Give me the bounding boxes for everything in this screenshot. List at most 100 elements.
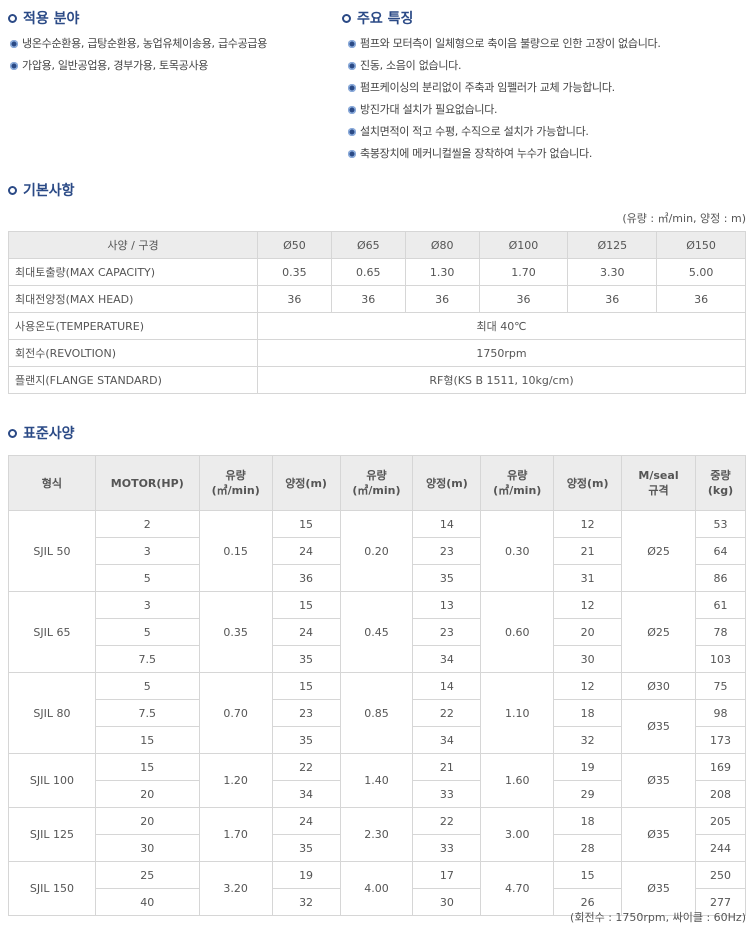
flow-cell: 0.70 <box>198 672 273 754</box>
list-item: 설치면적이 적고 수평, 수직으로 설치가 가능합니다. <box>348 121 661 143</box>
flow-cell: 1.20 <box>198 753 273 808</box>
header-line: 유량 <box>507 469 528 482</box>
flow-cell: 0.85 <box>339 672 414 754</box>
head-cell: 35 <box>271 726 341 754</box>
column-header: Ø80 <box>404 231 480 259</box>
head-cell: 13 <box>412 591 482 619</box>
head-cell: 35 <box>412 564 482 592</box>
table-row: 최대전양정(MAX HEAD) 36 36 36 36 36 36 <box>8 285 746 313</box>
header-line: M/seal <box>638 469 679 482</box>
standard-spec-table: 형식 MOTOR(HP) 유량 (㎥/min) 양정(m) 유량 (㎥/min) 양정(m) 유… <box>8 455 747 916</box>
table-cell: 1.30 <box>404 258 480 286</box>
head-cell: 35 <box>271 834 341 862</box>
weight-cell: 75 <box>694 672 747 700</box>
item-text: 진동, 소음이 없습니다. <box>360 59 462 72</box>
flow-cell: 3.00 <box>480 807 555 862</box>
row-label: 최대토출량(MAX CAPACITY) <box>8 258 258 286</box>
header-line: 양정(m) <box>285 476 327 490</box>
list-item: 냉온수순환용, 급탕순환용, 농업유체이송용, 급수공급용 <box>10 33 267 55</box>
list-item: 진동, 소음이 없습니다. <box>348 55 661 77</box>
weight-cell: 250 <box>694 861 747 889</box>
weight-cell: 78 <box>694 618 747 646</box>
bullet-icon <box>8 428 17 438</box>
table-row: 최대토출량(MAX CAPACITY) 0.35 0.65 1.30 1.70 3.30 5… <box>8 258 746 286</box>
table-cell: 3.30 <box>567 258 658 286</box>
table-row: SJIL 150 25 3.20 19 4.00 17 4.70 15 Ø35 250 <box>8 861 747 916</box>
header-line: (㎥/min) <box>493 484 542 497</box>
bullet-icon <box>348 150 356 158</box>
weight-cell: 244 <box>694 834 747 862</box>
weight-cell: 53 <box>694 510 747 538</box>
header-line: MOTOR(HP) <box>110 476 184 490</box>
table-row: SJIL 100 15 1.20 22 1.40 21 1.60 19 Ø35 169 <box>8 753 747 808</box>
motor-cell: 7.5 <box>94 699 200 727</box>
bullet-icon <box>342 13 351 23</box>
motor-cell: 7.5 <box>94 645 200 673</box>
head-cell: 33 <box>412 834 482 862</box>
flow-cell: 0.20 <box>339 510 414 592</box>
motor-cell: 5 <box>94 618 200 646</box>
head-cell: 14 <box>412 510 482 538</box>
list-item: 가압용, 일반공업용, 경부가용, 토목공사용 <box>10 55 267 77</box>
table-cell: RF형(KS B 1511, 10kg/cm) <box>257 366 746 394</box>
header-line: 양정(m) <box>425 476 468 490</box>
basic-title: 기본사항 <box>23 183 75 199</box>
head-cell: 22 <box>412 807 482 835</box>
table-row: SJIL 125 20 1.70 24 2.30 22 3.00 18 Ø35 205 <box>8 807 747 862</box>
header-line: (㎥/min) <box>211 484 260 497</box>
column-header: MOTOR(HP) <box>94 455 200 511</box>
column-header: 양정(m) <box>271 455 341 511</box>
table-row: 20 34 33 29 208 <box>9 780 747 808</box>
motor-cell: 20 <box>94 780 200 808</box>
flow-cell: 2.30 <box>339 807 414 862</box>
header-line: 규격 <box>648 484 669 497</box>
bullet-icon <box>348 84 356 92</box>
row-label: 최대전양정(MAX HEAD) <box>8 285 258 313</box>
table-row: SJIL 50 2 0.15 15 0.20 14 0.30 12 Ø25 53 <box>8 510 747 592</box>
motor-cell: 15 <box>94 726 200 754</box>
head-cell: 30 <box>553 645 623 673</box>
seal-cell: Ø35 <box>621 753 696 808</box>
features-list: 펌프와 모터측이 일체형으로 축이음 불량으로 인한 고장이 없습니다. 진동, … <box>348 33 661 165</box>
head-cell: 18 <box>553 807 623 835</box>
basic-heading: 기본사항 <box>8 180 75 200</box>
seal-cell: Ø25 <box>621 591 696 673</box>
bullet-icon <box>348 40 356 48</box>
table-cell: 최대 40℃ <box>257 312 746 340</box>
head-cell: 14 <box>412 672 482 700</box>
table-row: 플랜지(FLANGE STANDARD) RF형(KS B 1511, 10kg/… <box>8 366 746 394</box>
motor-cell: 40 <box>94 888 200 916</box>
model-cell: SJIL 65 <box>8 591 96 673</box>
header-line: (㎥/min) <box>352 484 401 497</box>
head-cell: 24 <box>271 618 341 646</box>
table-cell: 36 <box>567 285 658 313</box>
weight-cell: 277 <box>694 888 747 916</box>
flow-cell: 1.40 <box>339 753 414 808</box>
seal-cell: Ø35 <box>621 807 696 862</box>
flow-cell: 1.10 <box>480 672 555 754</box>
head-cell: 22 <box>271 753 341 781</box>
header-line: 유량 <box>225 469 246 482</box>
bullet-icon <box>8 185 17 195</box>
table-cell: 1750rpm <box>257 339 746 367</box>
head-cell: 34 <box>412 645 482 673</box>
table-cell: 36 <box>404 285 480 313</box>
model-cell: SJIL 50 <box>8 510 96 592</box>
header-line: 형식 <box>41 476 63 490</box>
list-item: 축봉장치에 메커니컬씰을 장착하여 누수가 없습니다. <box>348 143 661 165</box>
column-header: Ø65 <box>330 231 406 259</box>
header-line: 중량 <box>710 469 731 482</box>
seal-cell: Ø35 <box>621 699 696 754</box>
standard-unit-note: (회전수 : 1750rpm, 싸이클 : 60Hz) <box>570 911 746 924</box>
head-cell: 20 <box>553 618 623 646</box>
bullet-icon <box>8 13 17 23</box>
head-cell: 21 <box>553 537 623 565</box>
flow-cell: 4.00 <box>339 861 414 916</box>
column-header: M/seal 규격 <box>621 455 696 511</box>
flow-cell: 0.60 <box>480 591 555 673</box>
seal-cell: Ø35 <box>621 861 696 916</box>
flow-cell: 1.60 <box>480 753 555 808</box>
basic-spec-table: 사양 / 구경 Ø50 Ø65 Ø80 Ø100 Ø125 Ø150 최대토출량(MAX CA… <box>8 231 746 394</box>
weight-cell: 103 <box>694 645 747 673</box>
motor-cell: 5 <box>94 564 200 592</box>
